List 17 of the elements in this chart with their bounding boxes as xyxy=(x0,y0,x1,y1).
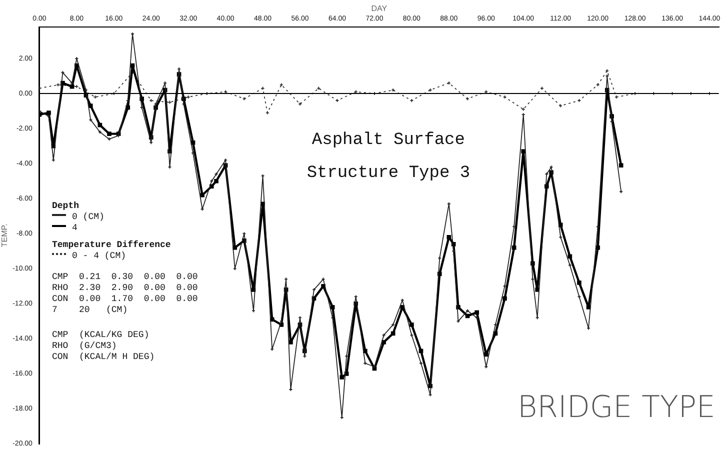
legend-title: Depth xyxy=(52,201,80,212)
annotation: CMP (KCAL/KG DEG) xyxy=(52,330,150,341)
annotation: RHO 2.30 2.90 0.00 0.00 xyxy=(52,283,198,294)
legend-label: 0 (CM) xyxy=(72,212,104,222)
text: Asphalt Surface xyxy=(312,131,465,150)
x-axis-title: DAY xyxy=(371,4,388,14)
annotation: CON (KCAL/M H DEG) xyxy=(52,352,156,363)
y-axis-title: TEMP. xyxy=(0,224,10,248)
annotation: RHO (G/CM3) xyxy=(52,341,118,352)
legend-label: 0 - 4 (CM) xyxy=(72,251,126,261)
annotation: Temperature Difference xyxy=(52,240,172,251)
legend-label: 4 xyxy=(72,223,78,233)
annotation: CON 0.00 1.70 0.00 0.00 xyxy=(52,294,198,305)
annotation: 7 20 (CM) xyxy=(52,305,129,316)
annotation: CMP 0.21 0.30 0.00 0.00 xyxy=(52,272,198,283)
text: Structure Type 3 xyxy=(306,164,470,183)
annotation: BRIDGE TYPE xyxy=(517,390,716,425)
